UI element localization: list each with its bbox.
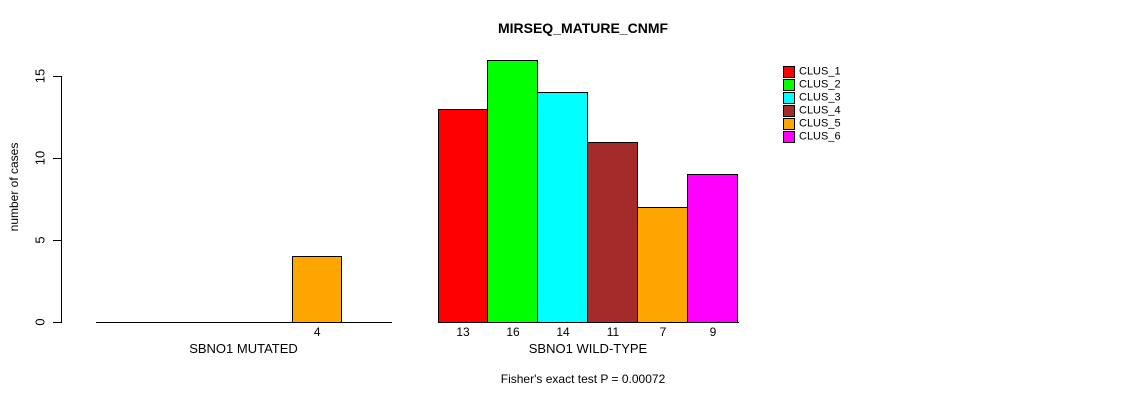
bar-clus-3 (537, 92, 588, 323)
bar-value-label: 16 (506, 325, 520, 339)
footnote: Fisher's exact test P = 0.00072 (500, 372, 666, 386)
y-tick-label: 5 (32, 236, 48, 244)
bar-clus-2 (487, 59, 538, 323)
y-axis-tick (53, 240, 61, 241)
bar-value-label: 14 (556, 325, 570, 339)
y-axis-tick (53, 76, 61, 77)
legend-swatch-clus-3 (783, 92, 795, 104)
legend-label: CLUS_1 (799, 65, 841, 78)
y-tick-label: 0 (32, 318, 48, 326)
legend-swatch-clus-2 (783, 79, 795, 91)
group-label: SBNO1 MUTATED (189, 341, 298, 356)
group-label: SBNO1 WILD-TYPE (528, 341, 648, 356)
legend-swatch-clus-4 (783, 105, 795, 117)
bar-value-label: 11 (606, 325, 620, 339)
legend-label: CLUS_3 (799, 91, 841, 104)
legend-swatch-clus-1 (783, 66, 795, 78)
legend-swatch-clus-5 (783, 118, 795, 130)
chart-title: MIRSEQ_MATURE_CNMF (497, 20, 669, 36)
x-baseline (96, 322, 392, 323)
bar-clus-6 (687, 174, 738, 323)
bar-value-label: 9 (709, 325, 717, 339)
bar-value-label: 7 (659, 325, 667, 339)
y-axis-tick (53, 158, 61, 159)
bar-clus-5 (291, 256, 342, 323)
bar-clus-5 (637, 207, 688, 323)
y-tick-label: 15 (32, 68, 48, 84)
legend-label: CLUS_5 (799, 117, 841, 130)
bar-clus-4 (587, 141, 638, 323)
y-tick-label: 10 (32, 150, 48, 166)
y-axis-tick (53, 322, 61, 323)
legend-label: CLUS_2 (799, 78, 841, 91)
bar-clus-1 (438, 108, 488, 323)
legend-swatch-clus-6 (783, 131, 795, 143)
bar-value-label: 13 (456, 325, 470, 339)
bar-value-label: 4 (313, 325, 321, 339)
legend-label: CLUS_6 (799, 130, 841, 143)
legend-label: CLUS_4 (799, 104, 841, 117)
y-axis-line (61, 76, 62, 323)
